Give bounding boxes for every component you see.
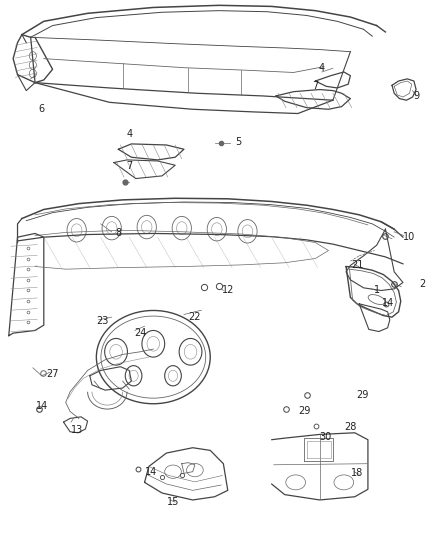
Text: 4: 4 [319,63,325,73]
Text: 28: 28 [344,423,357,432]
Text: 14: 14 [381,298,394,308]
Text: 21: 21 [351,261,363,270]
Text: 8: 8 [115,229,121,238]
Text: 2: 2 [420,279,426,288]
Text: 27: 27 [46,369,59,379]
Text: 5: 5 [236,138,242,147]
Text: 29: 29 [357,391,369,400]
Text: 10: 10 [403,232,416,242]
Text: 7: 7 [312,82,318,91]
Text: 12: 12 [222,286,234,295]
Text: 29: 29 [298,407,311,416]
Text: 30: 30 [319,432,331,442]
Text: 18: 18 [351,469,363,478]
Text: 7: 7 [126,161,132,171]
Text: 4: 4 [126,130,132,139]
Text: 24: 24 [134,328,146,338]
Text: 23: 23 [97,316,109,326]
Text: 1: 1 [374,286,380,295]
Text: 14: 14 [145,467,157,477]
Text: 22: 22 [189,312,201,322]
Text: 14: 14 [35,401,48,411]
Text: 6: 6 [39,104,45,114]
Text: 13: 13 [71,425,83,435]
Text: 9: 9 [413,91,419,101]
Text: 15: 15 [167,497,179,507]
